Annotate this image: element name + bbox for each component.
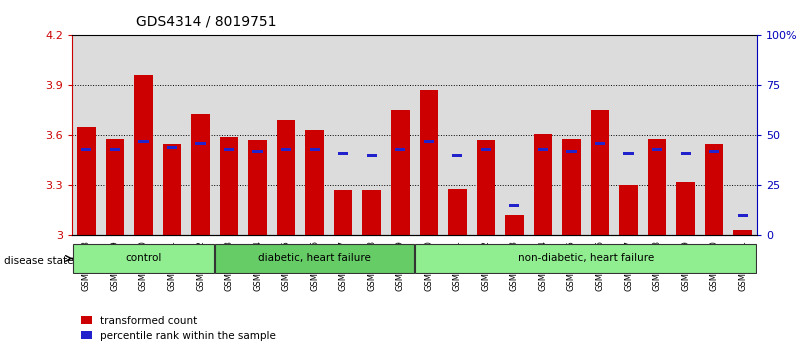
Bar — [77, 127, 95, 235]
Text: GDS4314 / 8019751: GDS4314 / 8019751 — [136, 14, 276, 28]
Bar — [338, 152, 348, 155]
Bar — [481, 148, 491, 151]
Bar — [505, 216, 524, 235]
Bar — [252, 150, 263, 153]
Bar — [424, 139, 434, 143]
Bar — [134, 75, 153, 235]
Bar — [623, 152, 634, 155]
Bar — [334, 190, 352, 235]
Bar — [533, 134, 552, 235]
Text: control: control — [125, 253, 162, 263]
Bar — [81, 148, 91, 151]
Bar — [215, 244, 414, 273]
Bar — [648, 139, 666, 235]
Bar — [106, 139, 124, 235]
Bar — [191, 114, 210, 235]
Text: disease state: disease state — [4, 256, 74, 266]
Text: non-diabetic, heart failure: non-diabetic, heart failure — [517, 253, 654, 263]
Bar — [219, 137, 239, 235]
Bar — [738, 213, 748, 217]
Bar — [595, 142, 605, 145]
Bar — [509, 204, 520, 207]
Bar — [705, 144, 723, 235]
Bar — [619, 185, 638, 235]
Bar — [448, 189, 467, 235]
Bar — [110, 148, 120, 151]
Bar — [277, 120, 296, 235]
Bar — [420, 90, 438, 235]
Bar — [73, 244, 214, 273]
Bar — [566, 150, 577, 153]
Text: diabetic, heart failure: diabetic, heart failure — [258, 253, 371, 263]
Bar — [163, 144, 181, 235]
Bar — [305, 130, 324, 235]
Bar — [537, 148, 548, 151]
Bar — [477, 141, 495, 235]
Bar — [453, 154, 462, 157]
Bar — [676, 182, 695, 235]
Bar — [309, 148, 320, 151]
Bar — [415, 244, 756, 273]
Bar — [562, 139, 581, 235]
Bar — [139, 139, 148, 143]
Bar — [167, 145, 177, 149]
Bar — [248, 141, 267, 235]
Bar — [734, 230, 752, 235]
Bar — [195, 142, 206, 145]
Bar — [224, 148, 234, 151]
Legend: transformed count, percentile rank within the sample: transformed count, percentile rank withi… — [78, 312, 280, 345]
Bar — [395, 148, 405, 151]
Bar — [362, 190, 381, 235]
Bar — [709, 150, 719, 153]
Bar — [652, 148, 662, 151]
Bar — [281, 148, 292, 151]
Bar — [590, 110, 610, 235]
Bar — [681, 152, 690, 155]
Bar — [367, 154, 376, 157]
Bar — [391, 110, 409, 235]
